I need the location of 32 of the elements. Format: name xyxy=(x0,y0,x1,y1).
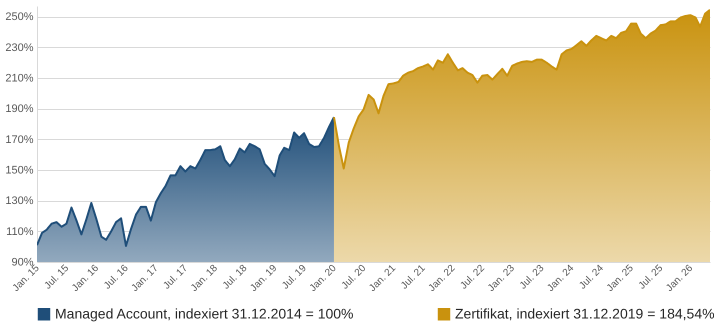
y-tick-label: 150% xyxy=(5,164,34,177)
x-tick-label: Jan. 20 xyxy=(308,262,340,294)
x-tick-label: Jul. 19 xyxy=(280,262,310,292)
x-tick-label: Jan. 19 xyxy=(248,262,280,294)
x-tick-label: Jan. 24 xyxy=(545,262,577,294)
y-tick-label: 230% xyxy=(5,42,34,54)
legend-label: Zertifikat, indexiert 31.12.2019 = 184,54% xyxy=(455,305,714,322)
x-tick-label: Jan. 22 xyxy=(426,262,458,294)
x-tick-label: Jan. 25 xyxy=(604,262,636,294)
x-tick-label: Jul. 17 xyxy=(161,262,190,292)
y-tick-label: 190% xyxy=(5,103,34,116)
x-tick-label: Jul. 23 xyxy=(518,262,547,292)
x-tick-label: Jul. 20 xyxy=(340,262,369,292)
x-tick-label: Jul. 24 xyxy=(577,262,606,292)
x-tick-label: Jul. 21 xyxy=(399,262,428,292)
x-tick-label: Jan. 26 xyxy=(664,262,696,294)
x-tick-label: Jan. 17 xyxy=(130,262,161,294)
x-tick-label: Jul. 16 xyxy=(102,262,132,292)
x-tick-label: Jul. 25 xyxy=(636,262,666,292)
x-tick-label: Jan. 23 xyxy=(486,262,518,294)
y-tick-label: 210% xyxy=(5,72,34,85)
x-tick-label: Jul. 22 xyxy=(458,262,488,292)
x-tick-label: Jul. 15 xyxy=(42,262,72,292)
y-tick-label: 110% xyxy=(6,226,34,238)
y-tick-label: 250% xyxy=(5,11,34,24)
x-tick-label: Jul. 18 xyxy=(220,262,250,292)
y-tick-label: 130% xyxy=(5,195,34,208)
legend-label: Managed Account, indexiert 31.12.2014 = 100% xyxy=(55,305,354,322)
y-tick-label: 170% xyxy=(5,134,34,146)
x-tick-label: Jan. 21 xyxy=(367,262,399,294)
x-tick-label: Jan. 18 xyxy=(189,262,220,294)
x-tick-label: Jan. 16 xyxy=(70,262,102,294)
